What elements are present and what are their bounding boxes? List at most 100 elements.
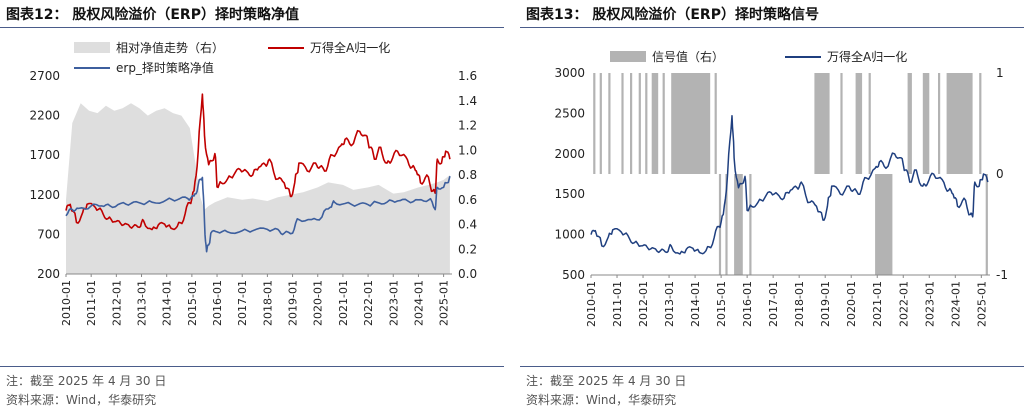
signal-bar-positive — [714, 73, 717, 174]
x-tick-label: 2024-01 — [949, 281, 962, 327]
source-text: 资料来源：Wind，华泰研究 — [526, 393, 677, 407]
y-tick-right: 1.6 — [458, 69, 477, 83]
signal-bar-positive — [868, 73, 871, 174]
legend-swatch — [74, 42, 110, 53]
x-tick-label: 2019-01 — [287, 280, 300, 326]
note-text: 注：截至 2025 年 4 月 30 日 — [526, 374, 687, 388]
legend-label: 信号值（右） — [652, 49, 724, 64]
x-tick-label: 2013-01 — [136, 280, 149, 326]
signal-bar-positive — [651, 73, 659, 174]
signal-bar-positive — [608, 73, 611, 174]
signal-bar-positive — [979, 73, 982, 174]
x-tick-label: 2023-01 — [923, 281, 936, 327]
signal-bar-positive — [599, 73, 602, 174]
legend-label: 相对净值走势（右） — [116, 40, 224, 55]
y-tick-right: -1 — [996, 268, 1008, 282]
x-tick-label: 2010-01 — [585, 281, 598, 327]
y-tick-left: 1000 — [554, 228, 585, 242]
panel-right: 图表13： 股权风险溢价（ERP）择时策略信号 3000 2500 2000 1500… — [520, 0, 1030, 412]
signal-bar-positive — [814, 73, 830, 174]
y-tick-left: 700 — [37, 227, 60, 241]
x-tick-label: 2015-01 — [715, 281, 728, 327]
signal-bar-positive — [938, 73, 941, 174]
y-tick-right: 0.8 — [458, 168, 477, 182]
signal-bar-negative — [734, 174, 743, 275]
signal-bar-positive — [630, 73, 633, 174]
y-tick-left: 1700 — [29, 148, 60, 162]
x-tick-label: 2025-01 — [975, 281, 988, 327]
y-tick-left: 2500 — [554, 106, 585, 120]
x-tick-label: 2018-01 — [793, 281, 806, 327]
signal-bar-positive — [671, 73, 711, 174]
series-line — [590, 115, 989, 255]
y-tick-left: 2200 — [29, 109, 60, 123]
figure-title: 图表12： 股权风险溢价（ERP）择时策略净值 — [6, 7, 299, 23]
figure-title: 图表13： 股权风险溢价（ERP）择时策略信号 — [526, 7, 819, 23]
signal-bar-positive — [907, 73, 912, 174]
y-tick-right: 1.4 — [458, 94, 477, 108]
series-line — [65, 93, 451, 231]
legend-label: erp_择时策略净值 — [116, 60, 214, 75]
source-text: 资料来源：Wind，华泰研究 — [6, 393, 157, 407]
x-tick-label: 2017-01 — [236, 280, 249, 326]
x-tick-label: 2022-01 — [362, 280, 375, 326]
y-tick-left: 1500 — [554, 187, 585, 201]
signal-bar-positive — [922, 73, 930, 174]
signal-bar-negative — [725, 174, 728, 275]
x-tick-label: 2021-01 — [871, 281, 884, 327]
x-tick-label: 2010-01 — [60, 280, 73, 326]
y-tick-left: 200 — [37, 267, 60, 281]
y-tick-left: 1200 — [29, 188, 60, 202]
x-tick-label: 2012-01 — [637, 281, 650, 327]
signal-bar-positive — [946, 73, 973, 174]
y-tick-right: 0.2 — [458, 242, 477, 256]
x-tick-label: 2023-01 — [387, 280, 400, 326]
signal-bar-positive — [645, 73, 648, 174]
x-tick-label: 2011-01 — [85, 280, 98, 326]
legend-swatch — [610, 51, 646, 62]
x-tick-label: 2015-01 — [186, 280, 199, 326]
signal-bar-negative — [749, 174, 752, 275]
signal-bar-positive — [840, 73, 843, 174]
y-tick-right: 0.6 — [458, 193, 477, 207]
y-tick-right: 0.0 — [458, 267, 477, 281]
note-text: 注：截至 2025 年 4 月 30 日 — [6, 374, 167, 388]
y-tick-left: 500 — [562, 268, 585, 282]
signal-bar-positive — [638, 73, 641, 174]
y-tick-left: 2700 — [29, 69, 60, 83]
y-tick-right: 1 — [996, 66, 1004, 80]
signal-bar-positive — [662, 73, 665, 174]
signal-bar-positive — [621, 73, 624, 174]
x-tick-label: 2018-01 — [261, 280, 274, 326]
x-tick-label: 2020-01 — [312, 280, 325, 326]
title-rule — [0, 27, 504, 28]
y-tick-left: 3000 — [554, 66, 585, 80]
signal-bar-negative — [985, 174, 988, 275]
x-tick-label: 2011-01 — [611, 281, 624, 327]
x-tick-label: 2012-01 — [110, 280, 123, 326]
x-tick-label: 2019-01 — [819, 281, 832, 327]
x-tick-label: 2024-01 — [412, 280, 425, 326]
signal-bar-negative — [875, 174, 893, 275]
x-tick-label: 2021-01 — [337, 280, 350, 326]
bottom-rule — [520, 366, 1024, 367]
x-tick-label: 2022-01 — [897, 281, 910, 327]
legend-label: 万得全A归一化 — [827, 49, 907, 64]
x-tick-label: 2020-01 — [845, 281, 858, 327]
y-tick-left: 2000 — [554, 147, 585, 161]
x-tick-label: 2017-01 — [767, 281, 780, 327]
signal-bar-positive — [593, 73, 596, 174]
y-tick-right: 1.0 — [458, 143, 477, 157]
y-tick-right: 0.4 — [458, 218, 477, 232]
chart-right: 3000 2500 2000 1500 1000 500 1 0 -1 2010-01 2011-0… — [554, 49, 1008, 327]
x-tick-label: 2013-01 — [663, 281, 676, 327]
y-tick-right: 1.2 — [458, 119, 477, 133]
signal-bar-positive — [855, 73, 863, 174]
x-tick-label: 2016-01 — [211, 280, 224, 326]
series-line — [65, 176, 451, 253]
x-tick-label: 2025-01 — [438, 280, 451, 326]
title-rule — [520, 27, 1024, 28]
x-tick-label: 2016-01 — [741, 281, 754, 327]
bottom-rule — [0, 366, 504, 367]
panel-left: 图表12： 股权风险溢价（ERP）择时策略净值 2700 2200 1700 1200… — [0, 0, 510, 412]
